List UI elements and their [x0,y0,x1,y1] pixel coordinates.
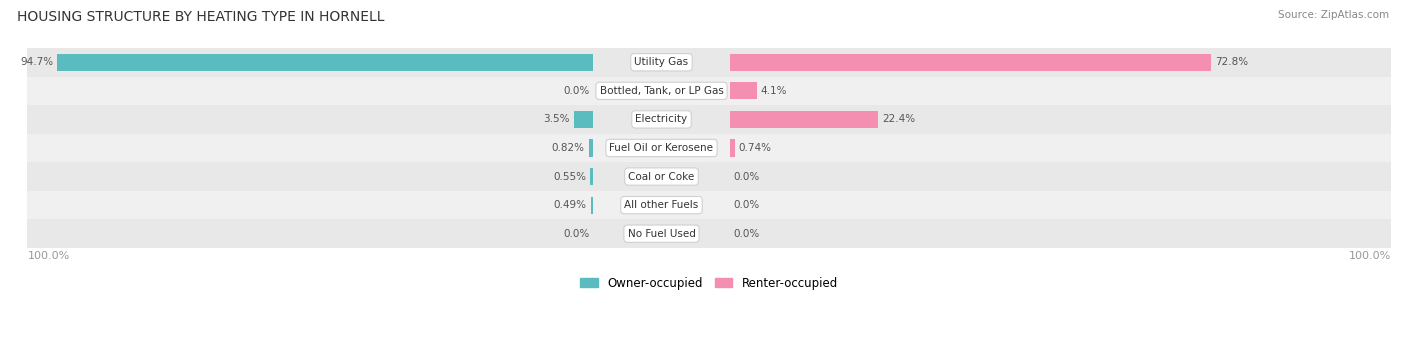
Bar [28,162,1391,191]
Bar [591,168,593,185]
Text: 0.55%: 0.55% [553,172,586,181]
Bar [730,54,1211,71]
Bar [730,111,877,128]
Bar [730,82,756,100]
Text: Fuel Oil or Kerosene: Fuel Oil or Kerosene [609,143,713,153]
Text: 0.0%: 0.0% [562,229,589,239]
Bar [28,134,1391,162]
Text: 0.0%: 0.0% [734,229,761,239]
Text: 72.8%: 72.8% [1215,57,1249,67]
Bar [28,105,1391,134]
Text: Coal or Coke: Coal or Coke [628,172,695,181]
Bar [28,48,1391,77]
Text: 0.0%: 0.0% [734,200,761,210]
Text: Bottled, Tank, or LP Gas: Bottled, Tank, or LP Gas [599,86,724,96]
Text: All other Fuels: All other Fuels [624,200,699,210]
Text: No Fuel Used: No Fuel Used [627,229,696,239]
Bar [58,54,593,71]
Text: 0.0%: 0.0% [734,172,761,181]
Bar [28,191,1391,219]
Text: HOUSING STRUCTURE BY HEATING TYPE IN HORNELL: HOUSING STRUCTURE BY HEATING TYPE IN HOR… [17,10,384,24]
Text: 22.4%: 22.4% [882,115,915,124]
Text: 0.74%: 0.74% [738,143,772,153]
Text: 0.82%: 0.82% [551,143,585,153]
Text: 4.1%: 4.1% [761,86,787,96]
Text: 100.0%: 100.0% [1348,251,1391,262]
Text: Utility Gas: Utility Gas [634,57,689,67]
Bar [591,196,593,214]
Bar [28,219,1391,248]
Bar [574,111,593,128]
Legend: Owner-occupied, Renter-occupied: Owner-occupied, Renter-occupied [575,272,842,294]
Bar [28,77,1391,105]
Bar [589,139,593,157]
Text: 100.0%: 100.0% [28,251,70,262]
Text: Source: ZipAtlas.com: Source: ZipAtlas.com [1278,10,1389,20]
Text: Electricity: Electricity [636,115,688,124]
Text: 94.7%: 94.7% [20,57,53,67]
Text: 0.49%: 0.49% [554,200,586,210]
Text: 3.5%: 3.5% [543,115,569,124]
Text: 0.0%: 0.0% [562,86,589,96]
Bar [730,139,734,157]
